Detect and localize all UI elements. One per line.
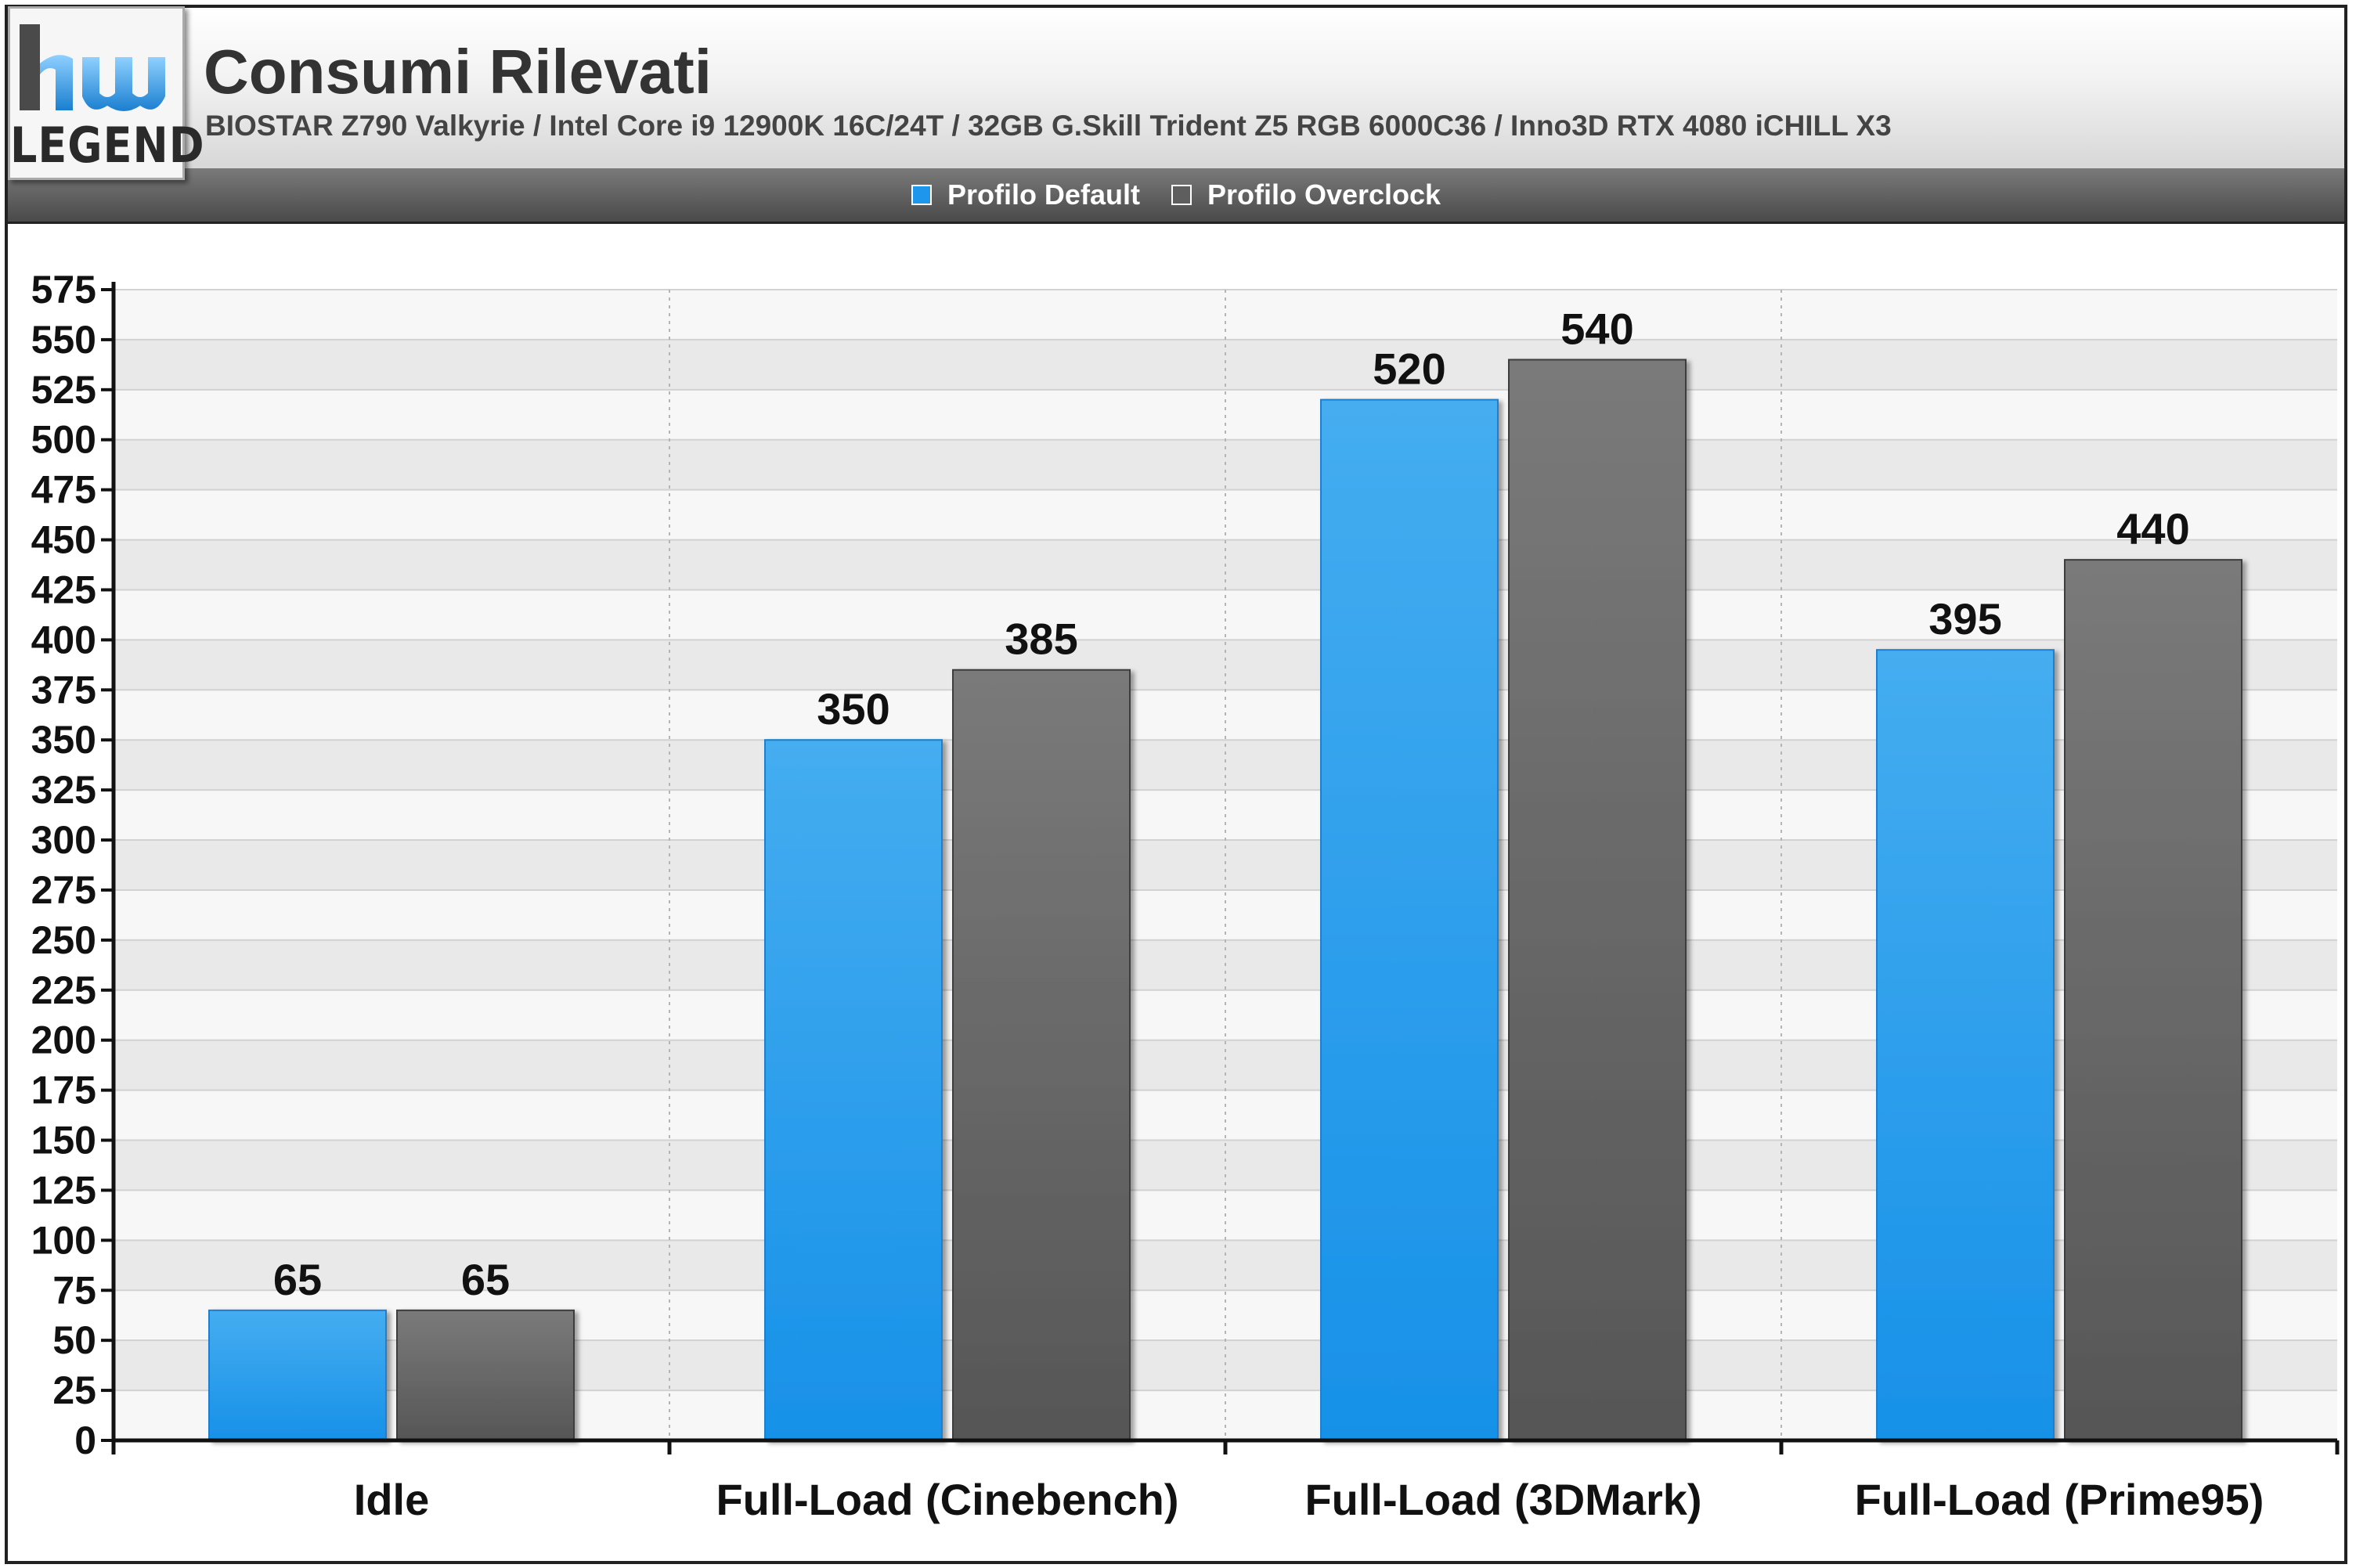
hwlegend-logo: LEGEND [8,6,205,180]
legend-item-default: Profilo Default [911,178,1140,211]
legend-label-overclock: Profilo Overclock [1207,178,1441,211]
y-tick-label: 50 [52,1318,96,1362]
x-tick-label: Idle [354,1475,429,1524]
y-tick-label: 200 [31,1018,96,1062]
y-tick-label: 250 [31,918,96,962]
legend-item-overclock: Profilo Overclock [1171,178,1441,211]
x-tick-label: Full-Load (3DMark) [1304,1475,1701,1524]
legend-swatch-default [911,185,932,205]
y-tick-label: 575 [31,268,96,312]
grid-band [114,489,2337,540]
logo-text: LEGEND [10,117,205,174]
y-tick-label: 275 [31,868,96,912]
y-tick-label: 325 [31,768,96,812]
y-tick-label: 500 [31,418,96,462]
y-tick-label: 450 [31,518,96,562]
grid-band [114,589,2337,640]
y-tick-label: 475 [31,468,96,512]
bar-default [1320,398,1499,1442]
y-tick-label: 150 [31,1119,96,1162]
chart-subtitle: BIOSTAR Z790 Valkyrie / Intel Core i9 12… [205,110,1892,142]
data-label-overclock: 540 [1560,304,1633,353]
y-tick-label: 100 [31,1218,96,1262]
y-tick-label: 125 [31,1168,96,1212]
x-tick-label: Full-Load (Prime95) [1855,1475,2264,1524]
x-tick-label: Full-Load (Cinebench) [716,1475,1178,1524]
legend-label-default: Profilo Default [947,178,1140,211]
data-label-overclock: 65 [461,1255,510,1304]
y-tick-label: 425 [31,568,96,611]
y-tick-label: 0 [74,1418,96,1462]
y-tick-label: 550 [31,318,96,362]
chart-title: Consumi Rilevati [204,37,713,106]
data-label-overclock: 385 [1005,615,1077,664]
legend-swatch-overclock [1171,185,1192,205]
data-label-default: 520 [1373,344,1445,394]
data-label-default: 350 [817,684,889,734]
y-tick-label: 400 [31,618,96,661]
bar-default [1876,649,2055,1441]
y-tick-label: 350 [31,718,96,762]
grid-band [114,339,2337,390]
bar-default [764,739,943,1441]
data-label-default: 395 [1928,594,2001,643]
data-label-overclock: 440 [2116,504,2189,553]
y-tick-label: 75 [52,1268,96,1312]
bar-overclock [396,1309,575,1441]
bar-overclock [2064,559,2242,1441]
logo-mark-icon [20,24,165,111]
y-tick-label: 225 [31,968,96,1012]
bar-default [208,1309,387,1441]
y-tick-label: 300 [31,818,96,862]
data-label-default: 65 [273,1255,322,1304]
y-tick-label: 375 [31,668,96,712]
bar-overclock [1508,359,1687,1441]
y-tick-label: 175 [31,1069,96,1112]
bar-overclock [952,669,1131,1441]
chart-legend: Profilo Default Profilo Overclock [8,168,2344,224]
y-tick-label: 25 [52,1368,96,1412]
y-tick-label: 525 [31,368,96,412]
chart-header: Consumi Rilevati BIOSTAR Z790 Valkyrie /… [8,8,2344,171]
